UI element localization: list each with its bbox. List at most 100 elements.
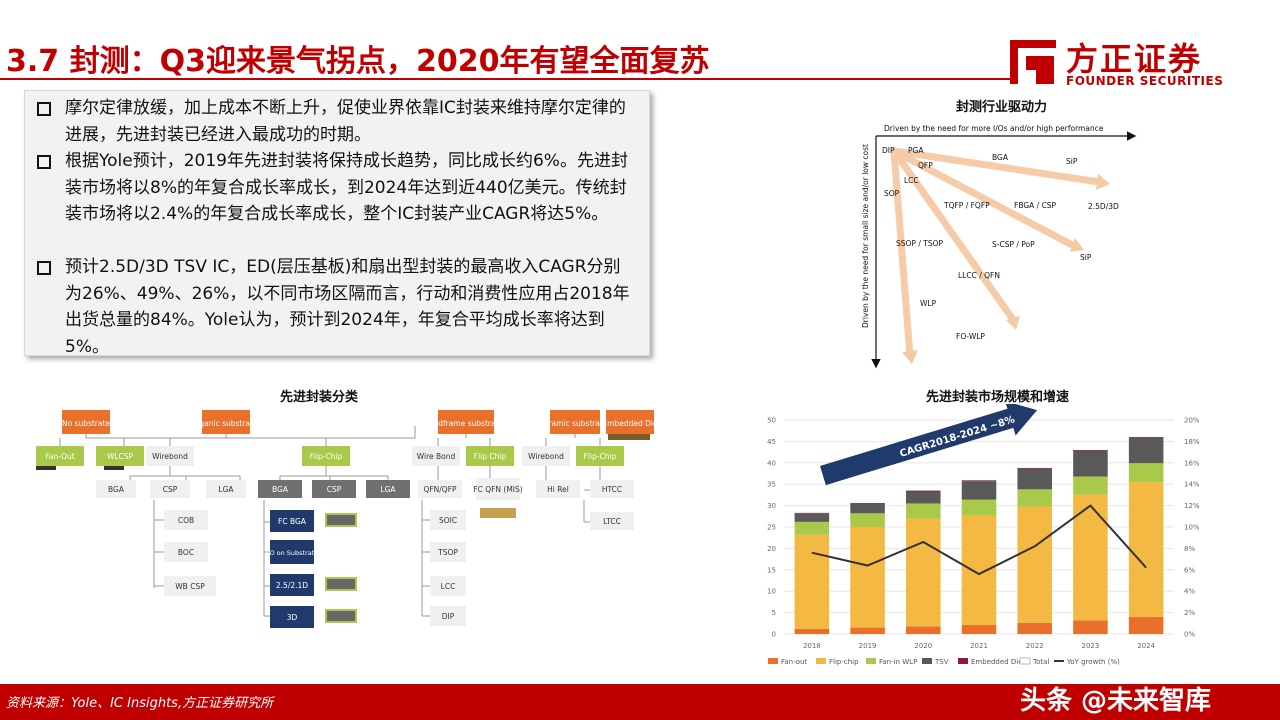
market-chart: 0 5 10 15 20 25 30 35 40 45 50 0% 2% 4% 6% 8% 10% 12% 14%…	[767, 404, 1200, 666]
y-left-tick-label: 35	[767, 481, 776, 489]
legend-label: Fan-out	[781, 658, 807, 666]
yoy-growth-line	[811, 504, 1147, 576]
driver-label: DIP	[882, 146, 895, 155]
y-right-tick-label: 2%	[1184, 609, 1195, 617]
class-level3-node: QFN/QFP	[423, 485, 457, 494]
classification-title: 先进封装分类	[280, 390, 359, 405]
class-flipchip-child: 2.5/2.1D	[276, 581, 308, 590]
bar-segment-fan-in-wlp	[1017, 489, 1052, 507]
y-right-tick-label: 8%	[1184, 545, 1195, 553]
bar-segment-fan-in-wlp	[906, 503, 941, 519]
bar-segment-tsv	[1073, 450, 1108, 477]
logo-chinese-name: 方正证券	[1066, 40, 1203, 78]
driver-label: FBGA / CSP	[1014, 201, 1057, 210]
class-level2-node: Flip-Chip	[584, 452, 617, 461]
footer-bar: 资料来源：Yole、IC Insights,方正证券研究所 头条 @未来智库	[0, 684, 1280, 720]
y-right-tick-label: 4%	[1184, 588, 1195, 596]
x-tick-label: 2019	[859, 642, 877, 650]
y-left-tick-label: 5	[772, 609, 776, 617]
legend-swatch	[768, 658, 778, 664]
class-level2-node: Wirebond	[528, 452, 564, 461]
checkbox-bullet-icon	[37, 102, 51, 116]
x-tick-label: 2023	[1082, 642, 1100, 650]
driver-x-axis-label: Driven by the need for more I/Os and/or …	[884, 124, 1104, 133]
class-level3-node: LGA	[218, 485, 234, 494]
bar-segment-fan-in-wlp	[850, 513, 885, 527]
class-level2-node: Flip Chip	[474, 452, 507, 461]
driver-label: LCC	[904, 176, 919, 185]
bullet-item: 预计2.5D/3D TSV IC，ED(层压基板)和扇出型封装的最高收入CAGR…	[37, 254, 637, 360]
summary-textbox: 摩尔定律放缓，加上成本不断上升，促使业界依靠IC封装来维持摩尔定律的进展，先进封…	[24, 90, 650, 357]
legend-swatch	[866, 658, 876, 664]
driver-label: TQFP / FQFP	[943, 201, 990, 210]
x-tick-label: 2018	[803, 642, 821, 650]
class-level3-node: CSP	[163, 485, 178, 494]
class-flipchip-child: 3D	[287, 613, 298, 622]
bar-segment-flip-chip	[906, 518, 941, 627]
legend-label: Flip-chip	[829, 658, 859, 666]
class-wirebond-child: WB CSP	[175, 582, 205, 591]
class-leadframe-child: LCC	[441, 582, 456, 591]
page-title: 3.7 封测：Q3迎来景气拐点，2020年有望全面复苏	[6, 44, 710, 79]
y-right-tick-label: 12%	[1184, 502, 1200, 510]
bar-segment-fan-in-wlp	[1128, 463, 1164, 483]
bar-segment-tsv	[1128, 437, 1164, 464]
class-level2-node: Flip-Chip	[310, 452, 343, 461]
class-leadframe-child: TSOP	[437, 548, 458, 557]
driver-label: SiP	[1066, 157, 1078, 166]
legend-swatch	[1019, 657, 1031, 665]
driver-label: SiP	[1080, 253, 1092, 262]
bar-segment-fan-out	[1128, 616, 1164, 634]
class-level3-node: LGA	[380, 485, 396, 494]
y-right-tick-label: 20%	[1184, 417, 1200, 425]
bar-segment-flip-chip	[850, 527, 885, 628]
legend-label: YoY growth (%)	[1066, 658, 1120, 666]
y-left-tick-label: 10	[767, 588, 776, 596]
y-right-tick-label: 14%	[1184, 481, 1200, 489]
class-top-node: No substrate	[62, 419, 110, 428]
y-right-tick-label: 0%	[1184, 631, 1195, 639]
classification-diagram: No substrate Organic substrates Leadfram…	[36, 410, 658, 628]
x-tick-label: 2020	[914, 642, 932, 650]
legend-swatch	[958, 658, 968, 664]
driver-y-axis-label: Driven by the need for small size and/or…	[861, 144, 870, 328]
class-level3-node: LTCC	[603, 517, 621, 526]
bar-segment-embedded-die	[1128, 437, 1164, 438]
y-right-tick-label: 16%	[1184, 459, 1200, 467]
class-top-node: Embedded Die	[602, 419, 658, 428]
class-level2-node: Wirebond	[152, 452, 188, 461]
driver-label: SSOP / TSOP	[896, 239, 943, 248]
driver-label: 2.5D/3D	[1088, 202, 1119, 211]
cagr-arrow: CAGR2018-2024 ~8%	[820, 404, 1038, 486]
bar-segment-fan-out	[1073, 620, 1108, 634]
driver-label: BGA	[992, 153, 1009, 162]
bar-segment-tsv	[794, 513, 830, 522]
legend-label: Embedded Die	[971, 658, 1023, 666]
market-chart-title: 先进封装市场规模和增速	[926, 390, 1070, 405]
bar-segment-fan-in-wlp	[794, 521, 830, 535]
watermark: 头条 @未来智库	[1020, 686, 1212, 716]
chip-package-images	[36, 434, 650, 623]
class-flipchip-child: FO on Substrate	[266, 549, 319, 557]
y-left-tick-label: 45	[767, 438, 776, 446]
class-level3-node: CSP	[327, 485, 342, 494]
bar-segment-fan-out	[1017, 622, 1052, 634]
y-left-tick-label: 50	[767, 417, 776, 425]
bar-segment-embedded-die	[906, 490, 941, 492]
y-left-tick-label: 20	[767, 545, 776, 553]
driver-label: SOP	[884, 189, 900, 198]
class-level3-node: FC QFN (MIS)	[473, 485, 523, 494]
bullet-item: 摩尔定律放缓，加上成本不断上升，促使业界依靠IC封装来维持摩尔定律的进展，先进封…	[37, 95, 637, 148]
legend-label: TSV	[934, 658, 949, 666]
driver-label: FO-WLP	[956, 332, 985, 341]
bar-segment-flip-chip	[1017, 506, 1052, 623]
driver-label: WLP	[920, 299, 937, 308]
bar-segment-fan-out	[906, 626, 941, 634]
bar-segment-embedded-die	[1017, 467, 1052, 469]
bar-segment-tsv	[850, 503, 885, 514]
source-note: 资料来源：Yole、IC Insights,方正证券研究所	[6, 696, 274, 711]
class-top-node: Ceramic substrates	[539, 419, 612, 428]
class-wirebond-child: BOC	[178, 548, 194, 557]
bullet-item: 根据Yole预计，2019年先进封装将保持成长趋势，同比成长约6%。先进封装市场…	[37, 148, 637, 228]
logo-english-name: FOUNDER SECURITIES	[1066, 74, 1224, 88]
